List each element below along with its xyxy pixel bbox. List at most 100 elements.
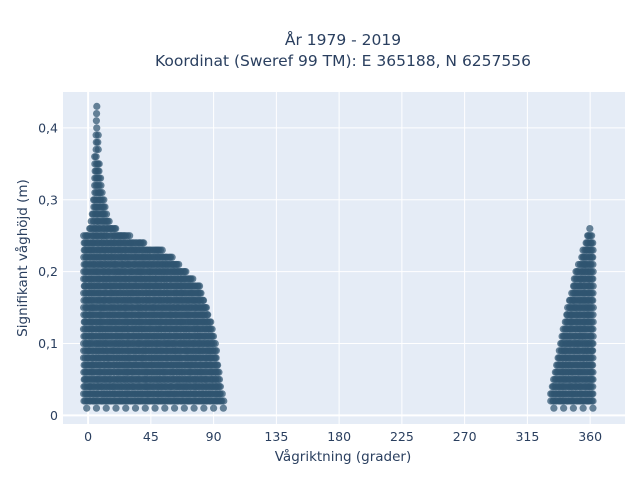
scatter-point [588, 347, 597, 355]
scatter-point [209, 332, 218, 340]
scatter-point [175, 260, 183, 269]
scatter-point [588, 232, 596, 240]
scatter-point [93, 124, 101, 132]
scatter-point [579, 404, 587, 412]
scatter-point [212, 354, 220, 362]
x-tick-label: 45 [143, 429, 159, 444]
scatter-point [97, 181, 105, 190]
scatter-point [589, 325, 597, 333]
scatter-point [102, 404, 110, 412]
scatter-point [93, 102, 101, 110]
y-tick-label: 0,3 [38, 192, 58, 207]
scatter-point [141, 404, 149, 412]
x-axis-label: Vågriktning (grader) [275, 448, 412, 465]
scatter-point [204, 311, 212, 319]
scatter-point [94, 138, 102, 146]
scatter-point [195, 282, 204, 290]
scatter-point [589, 354, 597, 362]
scatter-point [151, 404, 159, 412]
scatter-point [589, 268, 597, 276]
scatter-point [112, 404, 120, 412]
scatter-point [158, 246, 166, 254]
scatter-point [589, 339, 597, 348]
scatter-point [102, 210, 111, 218]
scatter-point [215, 375, 224, 384]
scatter-point [92, 404, 101, 412]
scatter-point [589, 404, 597, 412]
x-tick-label: 270 [453, 429, 477, 444]
y-tick-label: 0,4 [38, 120, 58, 135]
x-tick-label: 360 [578, 429, 602, 444]
scatter-point [589, 332, 597, 340]
scatter-point [589, 311, 597, 319]
y-tick-label: 0,1 [38, 336, 58, 351]
scatter-point [589, 282, 597, 290]
y-tick-label: 0,2 [38, 264, 58, 279]
scatter-point [586, 224, 594, 233]
scatter-point [589, 375, 597, 384]
scatter-point [126, 232, 134, 240]
x-tick-label: 135 [264, 429, 288, 444]
scatter-point [569, 404, 578, 412]
scatter-point [182, 268, 190, 276]
scatter-point [589, 368, 597, 376]
y-axis-ticks: 0 0,1 0,2 0,3 0,4 [38, 120, 58, 422]
scatter-point [199, 296, 208, 304]
grid [63, 92, 625, 424]
scatter-point [96, 174, 105, 182]
scatter-point [140, 239, 148, 247]
x-tick-label: 315 [515, 429, 539, 444]
scatter-point [589, 239, 597, 247]
x-tick-label: 225 [390, 429, 414, 444]
scatter-point [180, 404, 188, 412]
scatter-point [219, 404, 227, 412]
scatter-point [105, 217, 113, 225]
scatter-point [589, 397, 597, 405]
scatter-point [589, 296, 597, 304]
scatter-point [220, 397, 228, 405]
scatter-point [211, 339, 219, 348]
scatter-point [92, 117, 100, 125]
scatter-point [218, 390, 226, 398]
scatter-point [98, 189, 106, 197]
scatter-point [100, 196, 108, 204]
scatter-point [589, 275, 597, 283]
scatter-point [589, 383, 597, 391]
scatter-point [208, 325, 216, 333]
scatter-point [92, 109, 101, 118]
scatter-points [79, 102, 597, 412]
x-tick-label: 0 [84, 429, 92, 444]
scatter-point [210, 404, 218, 412]
scatter-point [207, 318, 215, 326]
scatter-point [589, 390, 597, 398]
scatter-point [170, 404, 179, 412]
scatter-point [589, 253, 597, 261]
scatter-point [92, 153, 100, 161]
y-axis-label: Signifikant våghöjd (m) [14, 179, 31, 337]
scatter-point [101, 203, 109, 211]
scatter-point [550, 404, 558, 412]
scatter-point [212, 347, 220, 355]
scatter-point [589, 318, 597, 326]
x-tick-label: 180 [327, 429, 351, 444]
scatter-point [95, 160, 103, 168]
scatter-point [112, 224, 120, 233]
scatter-point [161, 404, 169, 412]
y-tick-label: 0 [50, 408, 58, 423]
scatter-point [560, 404, 568, 412]
scatter-point [200, 404, 208, 412]
scatter-point [589, 260, 597, 269]
scatter-point [216, 383, 224, 391]
scatter-point [95, 167, 103, 175]
scatter-point [94, 145, 102, 154]
scatter-point [190, 404, 198, 412]
scatter-point [83, 404, 91, 412]
scatter-point [168, 253, 176, 261]
x-tick-label: 90 [206, 429, 222, 444]
scatter-point [131, 404, 140, 412]
scatter-point [197, 289, 205, 297]
scatter-point [189, 275, 197, 283]
scatter-point [588, 361, 597, 369]
scatter-point [589, 246, 597, 254]
